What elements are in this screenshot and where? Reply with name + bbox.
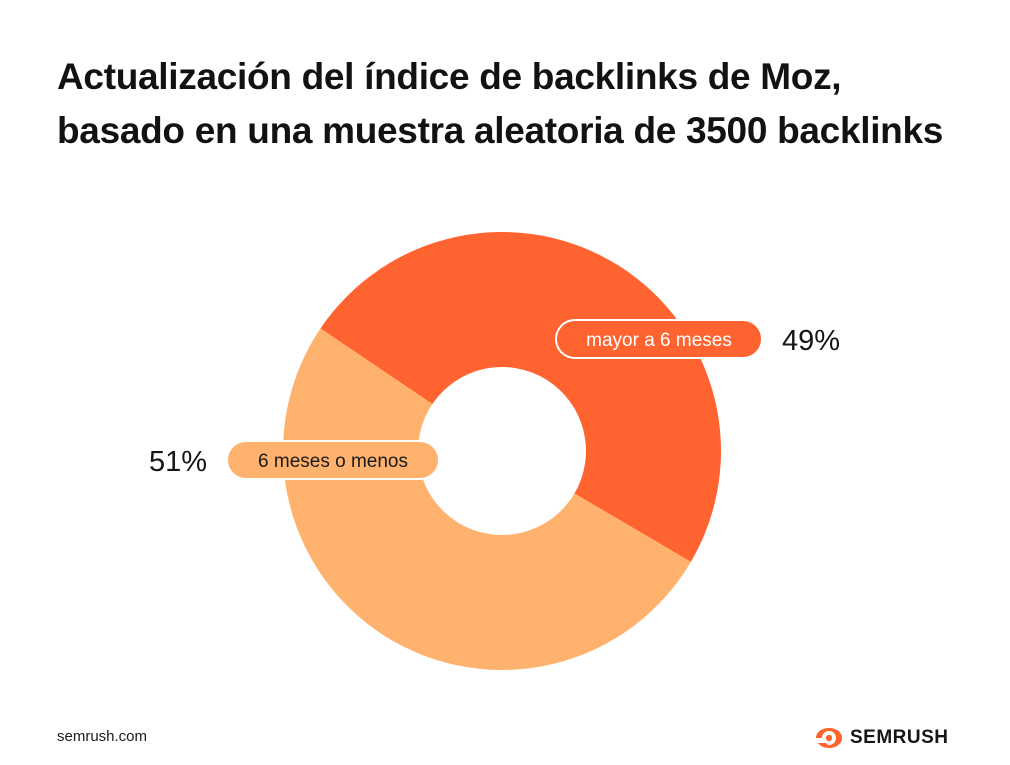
slice-label-text-2: 6 meses o menos <box>258 451 408 472</box>
donut-slice-2 <box>283 328 691 670</box>
slice-label-2: 6 meses o menos 51% <box>149 440 440 480</box>
donut-labels: mayor a 6 meses 49% 6 meses o menos 51% <box>149 319 840 480</box>
chart-title: Actualización del índice de backlinks de… <box>57 56 944 151</box>
slice-percentage-1: 49% <box>782 325 840 357</box>
slice-label-pill-2 <box>226 440 440 480</box>
footer-site-url: semrush.com <box>57 728 148 745</box>
semrush-logo: SEMRUSH <box>814 724 949 752</box>
donut-slices <box>283 231 722 670</box>
slice-label-pill-1 <box>555 319 763 359</box>
donut-slice-1 <box>320 231 722 562</box>
slice-label-1: mayor a 6 meses 49% <box>555 319 840 359</box>
slice-label-text-1: mayor a 6 meses <box>586 330 732 351</box>
semrush-wordmark: SEMRUSH <box>850 727 949 748</box>
slice-percentage-2: 51% <box>149 446 207 478</box>
semrush-flame-icon <box>816 728 842 748</box>
